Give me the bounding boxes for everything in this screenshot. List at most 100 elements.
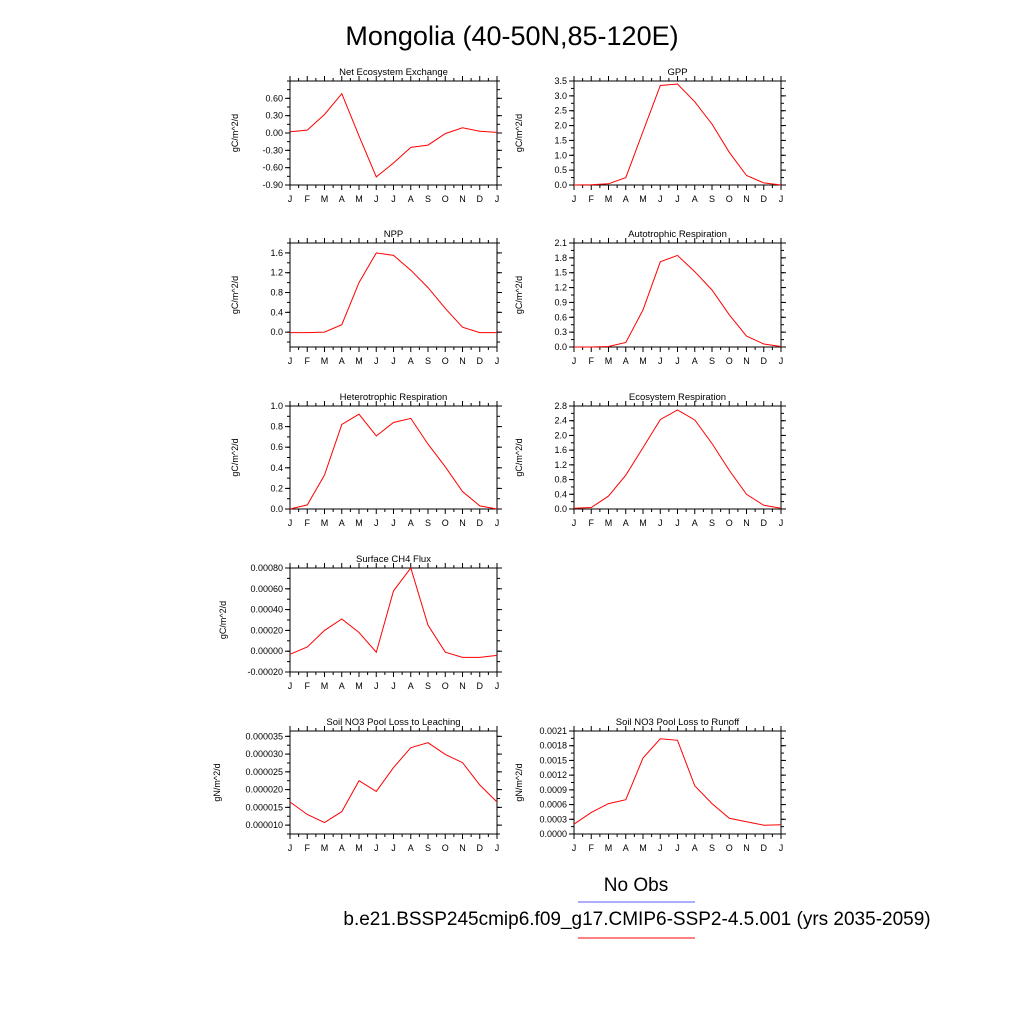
x-tick-label: O	[726, 356, 733, 366]
x-tick-label: N	[743, 843, 750, 853]
y-tick-label: 0.0003	[539, 814, 567, 824]
x-tick-label: O	[726, 843, 733, 853]
plot-frame	[289, 80, 498, 186]
x-tick-label: J	[572, 356, 577, 366]
series-line	[573, 738, 782, 826]
plot-frame	[573, 80, 782, 186]
y-tick-label: 0.2	[270, 483, 283, 493]
x-tick-label: J	[495, 356, 500, 366]
x-tick-label: J	[572, 518, 577, 528]
plot-frame	[573, 242, 782, 348]
x-tick-label: S	[425, 356, 431, 366]
panel-title: NPP	[384, 229, 404, 240]
x-tick-label: F	[305, 681, 311, 691]
x-tick-label: O	[442, 194, 449, 204]
x-tick-label: A	[339, 843, 345, 853]
x-tick-label: M	[321, 681, 329, 691]
panel-title: Ecosystem Respiration	[629, 392, 726, 403]
x-tick-label: A	[339, 518, 345, 528]
x-tick-label: A	[623, 518, 629, 528]
x-tick-label: M	[355, 356, 363, 366]
series-line	[573, 83, 782, 186]
y-axis-label: gN/m^2/d	[212, 763, 222, 801]
panel-title: Soil NO3 Pool Loss to Runoff	[616, 717, 740, 728]
y-tick-label: 0.8	[270, 288, 283, 298]
y-tick-label: 0.3	[554, 327, 567, 337]
x-tick-label: D	[477, 518, 484, 528]
y-tick-label: 1.0	[270, 401, 283, 411]
y-axis-label: gC/m^2/d	[514, 276, 524, 314]
x-tick-label: M	[355, 843, 363, 853]
plot-frame	[573, 405, 782, 510]
y-tick-label: 3.5	[554, 76, 567, 86]
x-tick-label: A	[339, 681, 345, 691]
x-tick-label: J	[779, 356, 784, 366]
y-axis-label: gC/m^2/d	[514, 438, 524, 476]
x-tick-label: M	[605, 843, 613, 853]
x-tick-label: S	[425, 518, 431, 528]
x-tick-label: F	[589, 518, 595, 528]
y-axis-label: gC/m^2/d	[230, 438, 240, 476]
x-tick-label: A	[623, 356, 629, 366]
y-tick-label: 2.0	[554, 430, 567, 440]
x-tick-label: J	[572, 843, 577, 853]
y-tick-label: 3.0	[554, 91, 567, 101]
series-line	[573, 409, 782, 509]
x-tick-label: F	[305, 194, 311, 204]
panel-title: Heterotrophic Respiration	[340, 392, 448, 403]
y-tick-label: 0.60	[265, 93, 283, 103]
x-tick-label: N	[459, 518, 466, 528]
y-tick-label: 0.0	[554, 504, 567, 514]
x-tick-label: J	[658, 518, 663, 528]
x-tick-label: O	[442, 681, 449, 691]
x-tick-label: M	[321, 194, 329, 204]
y-tick-label: 0.00060	[250, 584, 283, 594]
x-tick-label: J	[572, 194, 577, 204]
x-tick-label: M	[321, 843, 329, 853]
x-tick-label: O	[726, 194, 733, 204]
x-tick-label: F	[305, 518, 311, 528]
x-tick-label: M	[321, 518, 329, 528]
x-tick-label: J	[288, 843, 293, 853]
figure-title: Mongolia (40-50N,85-120E)	[345, 21, 678, 51]
x-tick-label: A	[692, 843, 698, 853]
x-tick-label: J	[391, 356, 396, 366]
y-tick-label: 0.0	[270, 504, 283, 514]
x-tick-label: A	[408, 843, 414, 853]
legend-obs-label: No Obs	[604, 875, 668, 896]
x-tick-label: N	[743, 518, 750, 528]
x-tick-label: J	[675, 518, 680, 528]
x-tick-label: S	[709, 518, 715, 528]
x-tick-label: A	[692, 518, 698, 528]
x-tick-label: A	[623, 194, 629, 204]
x-tick-label: J	[658, 194, 663, 204]
y-tick-label: 0.0018	[539, 741, 567, 751]
x-tick-label: S	[425, 194, 431, 204]
x-tick-label: J	[779, 194, 784, 204]
x-tick-label: S	[709, 194, 715, 204]
x-tick-label: F	[589, 356, 595, 366]
x-tick-label: J	[658, 843, 663, 853]
y-tick-label: 0.6	[554, 312, 567, 322]
y-tick-label: 0.0000	[539, 829, 567, 839]
y-tick-label: 0.5	[554, 165, 567, 175]
y-tick-label: 0.000010	[245, 820, 283, 830]
y-tick-label: 0.000025	[245, 767, 283, 777]
x-tick-label: F	[589, 194, 595, 204]
y-tick-label: 1.5	[554, 268, 567, 278]
x-tick-label: N	[459, 356, 466, 366]
y-tick-label: 0.4	[270, 463, 283, 473]
x-tick-label: F	[305, 843, 311, 853]
y-tick-label: -0.00020	[247, 667, 283, 677]
x-tick-label: J	[675, 194, 680, 204]
x-tick-label: A	[408, 194, 414, 204]
x-tick-label: M	[605, 518, 613, 528]
x-tick-label: J	[391, 194, 396, 204]
series-line	[290, 252, 497, 334]
x-tick-label: D	[761, 843, 768, 853]
